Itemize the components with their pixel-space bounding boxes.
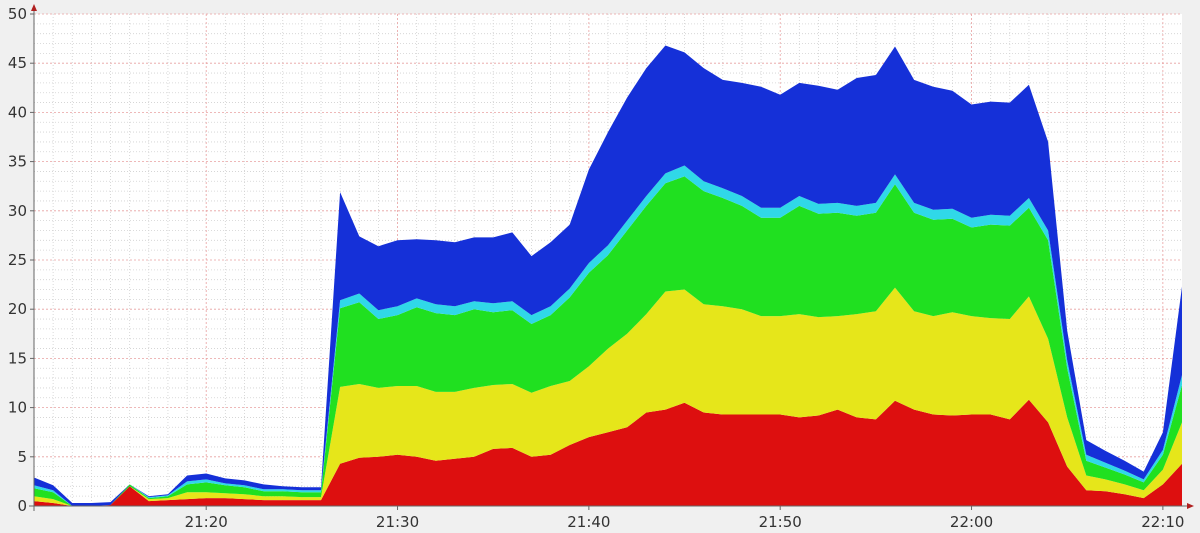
- area-series-2: [34, 287, 1182, 506]
- area-series: [34, 45, 1182, 506]
- x-tick-label: 22:10: [1141, 513, 1184, 531]
- x-tick-label: 21:50: [759, 513, 802, 531]
- y-tick-label: 50: [8, 5, 27, 23]
- y-tick-label: 15: [8, 349, 27, 367]
- y-tick-label: 5: [17, 448, 27, 466]
- y-tick-label: 30: [8, 202, 27, 220]
- y-tick-label: 20: [8, 300, 27, 318]
- x-tick-label: 22:00: [950, 513, 993, 531]
- x-tick-label: 21:40: [567, 513, 610, 531]
- y-tick-label: 35: [8, 153, 27, 171]
- y-tick-label: 10: [8, 399, 27, 417]
- y-tick-label: 25: [8, 251, 27, 269]
- area-series-5: [34, 45, 1182, 506]
- x-tick-label: 21:30: [376, 513, 419, 531]
- y-tick-labels: 0 5 10 15 20 25 30 35 40 45 50: [8, 5, 34, 515]
- y-axis-arrow: [31, 4, 37, 11]
- y-tick-label: 40: [8, 103, 27, 121]
- y-tick-label: 45: [8, 54, 27, 72]
- y-tick-label: 0: [17, 497, 27, 515]
- area-series-1: [34, 399, 1182, 506]
- x-tick-labels: 21:20 21:30 21:40 21:50 22:00 22:10: [185, 506, 1184, 531]
- area-series-3: [34, 176, 1182, 506]
- x-axis-arrow: [1187, 503, 1194, 509]
- x-tick-label: 21:20: [185, 513, 228, 531]
